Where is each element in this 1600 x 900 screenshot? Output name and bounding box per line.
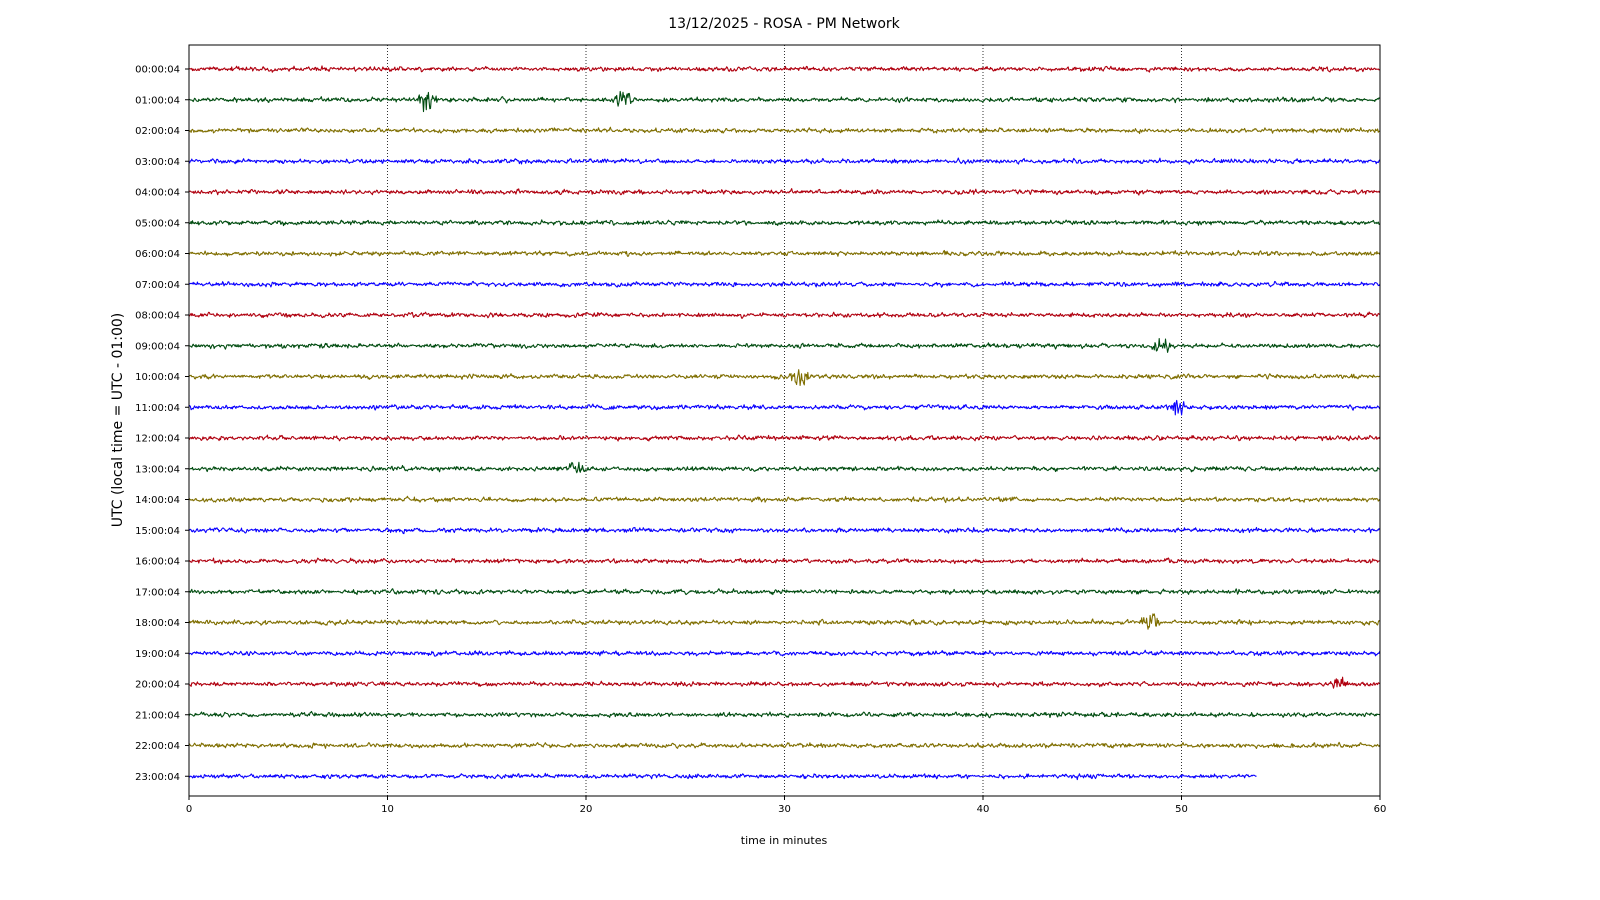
y-tick-label: 12:00:04 [135,434,180,445]
grid-lines [387,45,1182,796]
trace-16-00-04 [188,557,1380,565]
y-axis-title: UTC (local time = UTC - 01:00) [110,313,126,528]
trace-08-00-04 [188,311,1380,320]
y-tick-label: 16:00:04 [135,557,180,568]
trace-20-00-04 [188,676,1381,689]
trace-12-00-04 [188,434,1381,442]
trace-05-00-04 [188,219,1380,227]
y-tick-label: 19:00:04 [135,649,180,660]
y-tick-label: 06:00:04 [135,249,180,260]
y-tick-label: 20:00:04 [135,680,180,691]
chart-title: 13/12/2025 - ROSA - PM Network [668,16,900,32]
trace-19-00-04 [188,649,1381,657]
trace-17-00-04 [188,588,1381,596]
trace-13-00-04 [188,461,1380,474]
x-tick-label: 60 [1374,804,1387,815]
y-tick-label: 18:00:04 [135,618,180,629]
trace-21-00-04 [188,710,1381,719]
y-tick-label: 03:00:04 [135,157,180,168]
y-tick-label: 10:00:04 [135,372,180,383]
trace-15-00-04 [188,526,1381,535]
y-tick-label: 11:00:04 [135,403,180,414]
y-tick-label: 15:00:04 [135,526,180,537]
trace-10-00-04 [188,369,1380,386]
y-tick-label: 01:00:04 [135,95,180,106]
y-tick-label: 02:00:04 [135,126,180,137]
trace-23-00-04 [188,772,1257,781]
x-axis-title: time in minutes [741,834,828,847]
x-tick-label: 50 [1175,804,1188,815]
y-tick-label: 22:00:04 [135,741,180,752]
y-tick-label: 17:00:04 [135,587,180,598]
x-tick-label: 40 [977,804,990,815]
x-tick-label: 20 [580,804,593,815]
trace-03-00-04 [188,157,1381,165]
trace-14-00-04 [188,495,1381,504]
trace-04-00-04 [188,188,1381,196]
trace-22-00-04 [188,741,1381,750]
x-tick-label: 10 [381,804,394,815]
trace-06-00-04 [188,249,1381,258]
x-tick-label: 30 [778,804,791,815]
trace-09-00-04 [188,338,1381,353]
y-tick-label: 14:00:04 [135,495,180,506]
y-tick-label: 00:00:04 [135,65,180,76]
y-tick-label: 07:00:04 [135,280,180,291]
trace-18-00-04 [188,613,1380,630]
x-axis-ticks: 0 10 20 30 40 50 60 [186,796,1387,815]
x-tick-label: 0 [186,804,192,815]
trace-11-00-04 [188,399,1381,416]
y-tick-label: 23:00:04 [135,772,180,783]
trace-00-00-04 [188,65,1380,73]
trace-series [188,65,1381,781]
y-tick-label: 05:00:04 [135,218,180,229]
y-tick-label: 09:00:04 [135,341,180,352]
trace-01-00-04 [189,90,1381,113]
y-tick-label: 13:00:04 [135,464,180,475]
y-tick-label: 21:00:04 [135,710,180,721]
y-tick-label: 08:00:04 [135,311,180,322]
y-tick-label: 04:00:04 [135,188,180,199]
y-axis-ticks: 00:00:04 01:00:04 02:00:04 03:00:04 04:00:04… [135,65,189,783]
trace-07-00-04 [188,280,1381,288]
trace-02-00-04 [188,126,1380,135]
